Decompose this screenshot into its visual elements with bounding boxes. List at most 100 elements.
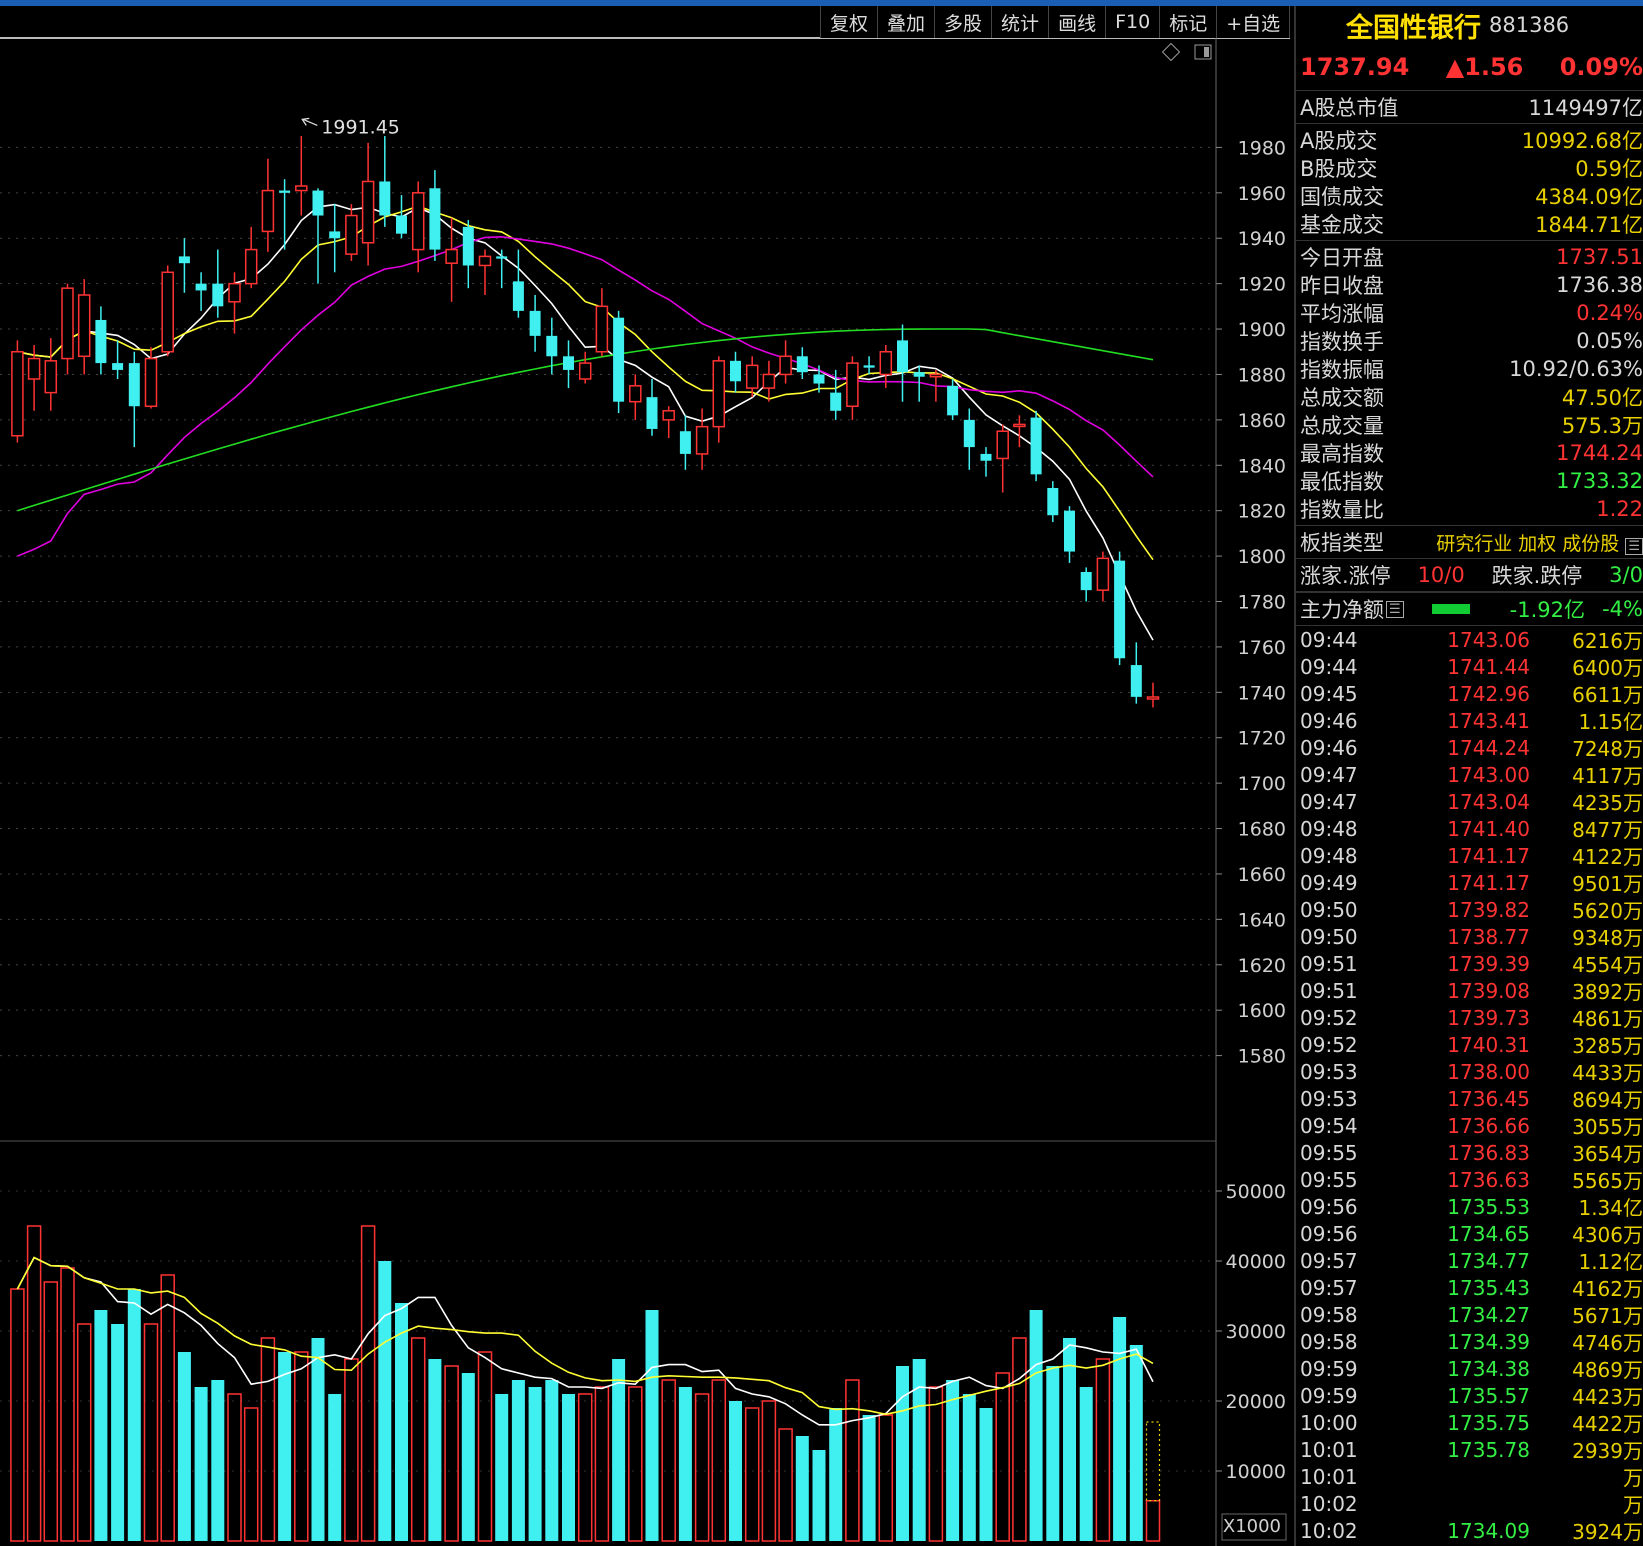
- volume-unit-box: [1221, 1513, 1287, 1541]
- candle: [863, 356, 875, 375]
- stat-row: 指数量比 1.22: [1296, 495, 1643, 523]
- stat-row-label: 最低指数: [1300, 470, 1384, 494]
- tick-time: 10:02: [1300, 1518, 1358, 1543]
- stat-row-value: 1733.32: [1556, 469, 1643, 493]
- tick-volume: 9348万: [1572, 926, 1643, 950]
- volume-axis: 50000 40000 30000 20000 10000 X1000: [1216, 1181, 1287, 1541]
- toolbar-button-0[interactable]: 复权: [821, 6, 879, 38]
- candle-body: [629, 385, 642, 403]
- stat-row: 总成交量 575.3万: [1296, 411, 1643, 439]
- tick-price: 1734.27: [1447, 1302, 1530, 1327]
- candle-body: [646, 397, 658, 429]
- volume-bar: [328, 1394, 342, 1541]
- candle-body: [261, 189, 275, 233]
- volume-bar: [1095, 1358, 1111, 1542]
- kline-chart-area[interactable]: 1980 1960 1940 1920 1900 1880 1860 1840 1820 1800…: [0, 6, 1290, 1546]
- volume-bar: [1145, 1500, 1161, 1542]
- candle: [679, 415, 691, 470]
- stat-row-label: 指数换手: [1300, 330, 1384, 354]
- candle: [361, 142, 375, 266]
- tick-volume: 1.12亿: [1578, 1250, 1643, 1274]
- tick-time: 09:59: [1300, 1356, 1358, 1381]
- candle-body: [929, 373, 943, 378]
- price-tick-label: 1600: [1238, 1000, 1286, 1022]
- candle-body: [695, 425, 709, 455]
- down-count-label: 跌家.跌停: [1491, 564, 1583, 588]
- candle-body: [947, 385, 959, 416]
- last-price: 1737.94: [1300, 53, 1410, 81]
- tick-price: 1734.77: [1447, 1248, 1530, 1273]
- candle: [429, 170, 441, 261]
- tick-price: 1739.39: [1447, 951, 1530, 976]
- tick-row: 09:44 1741.44 6400万: [1296, 653, 1643, 681]
- list-icon[interactable]: ☰: [1386, 600, 1404, 618]
- candle: [178, 238, 190, 293]
- candle-body: [429, 188, 441, 250]
- main-flow-pct: -4%: [1602, 597, 1643, 621]
- candle-body: [980, 453, 992, 461]
- candle: [712, 356, 726, 443]
- price-tick-label: 1740: [1238, 682, 1286, 704]
- tick-volume: 1.34亿: [1578, 1196, 1643, 1220]
- candle: [1013, 415, 1026, 448]
- tick-row: 09:44 1743.06 6216万: [1296, 626, 1643, 654]
- candle: [629, 374, 642, 420]
- toolbar-button-7[interactable]: +自选: [1217, 6, 1291, 38]
- toolbar-button-1[interactable]: 叠加: [878, 6, 936, 38]
- tick-row: 09:58 1734.39 4746万: [1296, 1328, 1643, 1356]
- index-stats-group: 今日开盘 1737.51 昨日收盘 1736.38 平均涨幅 0.24% 指数换手 0.05%…: [1296, 241, 1643, 526]
- tick-price: 1743.00: [1447, 762, 1530, 787]
- volume-tick-label: 50000: [1226, 1181, 1286, 1203]
- tick-row: 09:48 1741.17 4122万: [1296, 842, 1643, 870]
- price-tick-label: 1820: [1238, 501, 1286, 523]
- volume-bar: [143, 1323, 159, 1542]
- tick-volume: 4554万: [1572, 953, 1643, 977]
- volume-bar: [428, 1359, 442, 1541]
- candle-body: [1030, 417, 1042, 475]
- tick-volume: 5671万: [1572, 1304, 1643, 1328]
- candle: [813, 365, 825, 393]
- tick-row: 09:52 1739.73 4861万: [1296, 1004, 1643, 1032]
- candle-body: [679, 431, 691, 454]
- candle: [779, 340, 792, 384]
- volume-bar: [444, 1365, 459, 1542]
- kline-chart[interactable]: 1980 1960 1940 1920 1900 1880 1860 1840 1820 1800…: [0, 6, 1290, 1546]
- toolbar-button-4[interactable]: 画线: [1049, 6, 1107, 38]
- tick-volume: 3055万: [1572, 1115, 1643, 1139]
- security-header: 全国性银行 881386: [1296, 6, 1643, 44]
- volume-tick-label: 10000: [1226, 1461, 1286, 1483]
- tick-row: 10:01 1735.78 2939万: [1296, 1436, 1643, 1464]
- price-tick-label: 1620: [1238, 955, 1286, 977]
- toolbar-button-5[interactable]: F10: [1106, 6, 1161, 38]
- volume-ma10-line: [16, 1256, 1154, 1416]
- volume-bar: [227, 1393, 242, 1542]
- price-tick-label: 1860: [1238, 410, 1286, 432]
- list-icon[interactable]: ☰: [1625, 537, 1643, 555]
- volume-bar: [344, 1358, 359, 1542]
- tick-volume: 5565万: [1572, 1169, 1643, 1193]
- tick-price: 1735.78: [1447, 1437, 1530, 1462]
- tick-row: 09:57 1735.43 4162万: [1296, 1274, 1643, 1302]
- toolbar-button-3[interactable]: 统计: [992, 6, 1050, 38]
- candle: [396, 195, 407, 239]
- toolbar-button-6[interactable]: 标记: [1160, 6, 1218, 38]
- tick-volume: 万: [1623, 1466, 1643, 1490]
- window-top-bar: [0, 0, 1643, 6]
- toolbar-button-2[interactable]: 多股: [935, 6, 993, 38]
- quote-panel: 全国性银行 881386 1737.94 ▲1.56 0.09% A股总市值 11…: [1294, 6, 1643, 1546]
- volume-tick-label: 20000: [1226, 1391, 1286, 1413]
- tick-list[interactable]: 09:44 1743.06 6216万 09:44 1741.44 6400万 09:45 1…: [1296, 626, 1643, 1545]
- candle: [613, 310, 625, 414]
- tick-time: 09:57: [1300, 1248, 1358, 1273]
- volume-bar: [1063, 1338, 1076, 1541]
- main-flow-row: 主力净额 ☰ -1.92亿 -4%: [1296, 592, 1643, 626]
- tick-volume: 6611万: [1572, 683, 1643, 707]
- tick-volume: 6216万: [1572, 629, 1643, 653]
- volume-bar: [1129, 1345, 1143, 1541]
- tick-volume: 4423万: [1572, 1385, 1643, 1409]
- tick-volume: 4122万: [1572, 845, 1643, 869]
- market-row: A股总市值 1149497亿: [1296, 93, 1643, 121]
- volume-bar: [878, 1414, 894, 1542]
- high-annotation-arrow: [303, 118, 318, 127]
